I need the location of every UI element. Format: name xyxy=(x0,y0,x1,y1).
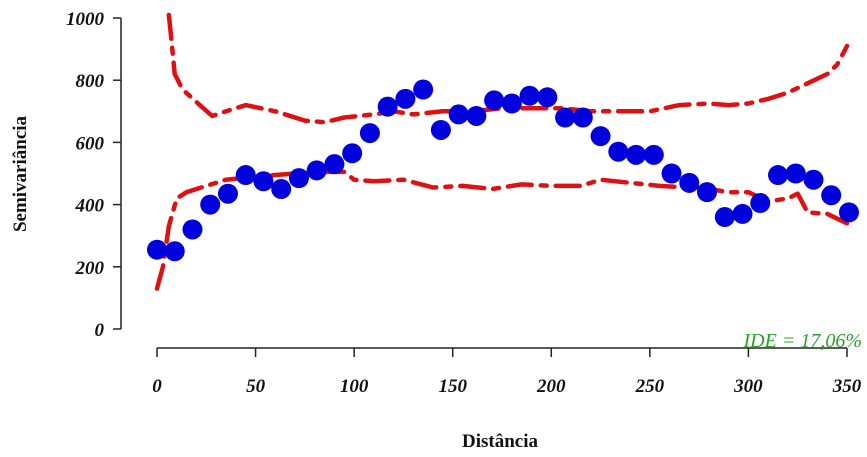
x-tick-label: 0 xyxy=(152,376,162,397)
semivariance-point xyxy=(785,163,806,184)
y-tick-label: 200 xyxy=(75,258,105,279)
semivariance-point xyxy=(182,219,203,240)
semivariance-point xyxy=(838,202,859,223)
semivariance-point xyxy=(395,88,416,109)
semivariance-point xyxy=(217,183,238,204)
semivariance-point xyxy=(164,241,185,262)
x-tick-label: 50 xyxy=(246,376,266,397)
semivariance-point xyxy=(448,104,469,125)
y-tick-label: 0 xyxy=(95,320,105,341)
semivariance-point xyxy=(306,160,327,181)
semivariance-point xyxy=(430,119,451,140)
y-axis-title: Semivariância xyxy=(10,115,31,232)
axes: 0 200 400 600 800 1000 0 50 100 150 200 250 300 350 xyxy=(66,9,862,397)
semivariance-point xyxy=(732,203,753,224)
semivariance-point xyxy=(572,107,593,128)
semivariance-point xyxy=(253,171,274,192)
semivariance-point xyxy=(359,123,380,144)
semivariance-point xyxy=(324,154,345,175)
y-tick-label: 800 xyxy=(76,71,105,92)
semivariance-point xyxy=(608,141,629,162)
data-points xyxy=(147,79,859,262)
envelope-lines xyxy=(154,12,850,291)
semivariance-point xyxy=(590,126,611,147)
semivariance-point xyxy=(697,182,718,203)
x-tick-label: 200 xyxy=(536,376,566,397)
semivariance-point xyxy=(501,93,522,114)
semivariance-point xyxy=(555,107,576,128)
semivariance-point xyxy=(821,185,842,206)
semivariance-point xyxy=(413,79,434,100)
semivariance-point xyxy=(679,172,700,193)
semivariance-point xyxy=(750,193,771,214)
y-tick-label: 600 xyxy=(76,133,105,154)
semivariance-point xyxy=(377,96,398,117)
semivariance-point xyxy=(288,168,309,189)
semivariance-point xyxy=(342,143,363,164)
semivariance-point xyxy=(803,169,824,190)
semivariance-point xyxy=(235,165,256,186)
x-tick-label: 350 xyxy=(832,376,862,397)
semivariance-point xyxy=(271,179,292,200)
x-tick-label: 300 xyxy=(733,376,763,397)
ide-annotation: IDE = 17,06% xyxy=(743,330,862,352)
x-tick-label: 150 xyxy=(438,376,467,397)
semivariance-point xyxy=(661,163,682,184)
x-tick-label: 250 xyxy=(635,376,665,397)
x-tick-label: 100 xyxy=(340,376,369,397)
semivariance-point xyxy=(466,105,487,126)
semivariance-point xyxy=(519,85,540,106)
semivariance-point xyxy=(484,90,505,111)
semivariance-point xyxy=(147,239,167,260)
y-tick-label: 1000 xyxy=(66,9,105,30)
semivariance-point xyxy=(643,144,664,165)
x-axis-title: Distância xyxy=(462,431,539,452)
y-tick-label: 400 xyxy=(75,196,105,217)
semivariance-point xyxy=(626,144,647,165)
semivariance-point xyxy=(200,194,221,215)
semivariance-point xyxy=(537,87,558,108)
semivariance-point xyxy=(768,165,788,186)
semivariance-point xyxy=(714,207,735,228)
